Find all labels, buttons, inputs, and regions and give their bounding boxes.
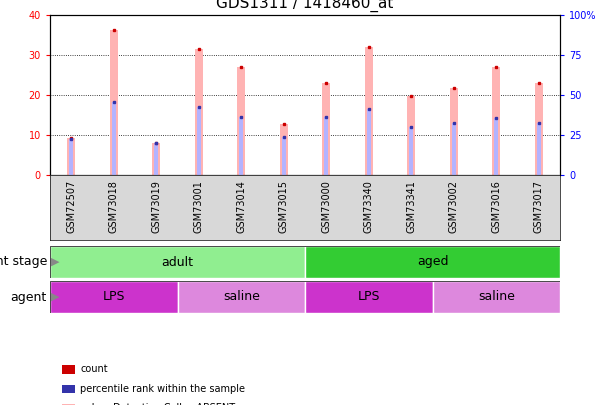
Bar (239, 117, 244, 175)
Text: GSM73002: GSM73002 (449, 180, 459, 233)
Bar (50, 281, 177, 313)
Bar (408, 96, 415, 175)
Text: GSM73000: GSM73000 (321, 180, 331, 233)
Bar (452, 123, 456, 175)
Bar (450, 88, 458, 175)
Bar (177, 281, 305, 313)
Text: GSM73019: GSM73019 (151, 180, 161, 233)
Text: GSM73015: GSM73015 (279, 180, 289, 233)
Bar (367, 109, 371, 175)
Bar (537, 123, 541, 175)
Text: development stage: development stage (0, 256, 47, 269)
Bar (69, 139, 74, 175)
Text: adult: adult (162, 256, 194, 269)
Text: GSM73017: GSM73017 (534, 180, 544, 233)
Text: ▶: ▶ (51, 292, 60, 302)
Text: count: count (80, 364, 108, 374)
Text: GSM72507: GSM72507 (66, 180, 76, 233)
Bar (494, 118, 498, 175)
Text: GSM73341: GSM73341 (406, 180, 416, 233)
Text: GSM73001: GSM73001 (194, 180, 204, 233)
Text: aged: aged (417, 256, 448, 269)
Text: GSM73014: GSM73014 (236, 180, 246, 233)
Bar (197, 107, 201, 175)
Bar (280, 124, 288, 175)
Bar (432, 281, 560, 313)
Bar (50, 246, 305, 278)
Text: LPS: LPS (358, 290, 380, 303)
Text: GSM73340: GSM73340 (364, 180, 374, 233)
Bar (365, 47, 373, 175)
Text: agent: agent (11, 290, 47, 303)
Bar (282, 137, 286, 175)
Text: ▶: ▶ (51, 257, 60, 267)
Bar (493, 67, 500, 175)
Bar (153, 143, 160, 175)
Bar (195, 49, 203, 175)
Text: saline: saline (478, 290, 515, 303)
Text: percentile rank within the sample: percentile rank within the sample (80, 384, 245, 394)
Bar (535, 83, 543, 175)
Bar (154, 143, 159, 175)
Text: GSM73018: GSM73018 (109, 180, 119, 233)
Bar (112, 102, 116, 175)
Text: LPS: LPS (103, 290, 125, 303)
Bar (305, 281, 432, 313)
Bar (323, 83, 330, 175)
Bar (68, 138, 75, 175)
Bar (305, 246, 560, 278)
Title: GDS1311 / 1418460_at: GDS1311 / 1418460_at (216, 0, 394, 12)
Bar (110, 30, 118, 175)
Bar (238, 67, 245, 175)
Text: value, Detection Call = ABSENT: value, Detection Call = ABSENT (80, 403, 235, 405)
Text: GSM73016: GSM73016 (491, 180, 501, 233)
Bar (409, 127, 413, 175)
Bar (324, 117, 329, 175)
Text: saline: saline (223, 290, 260, 303)
